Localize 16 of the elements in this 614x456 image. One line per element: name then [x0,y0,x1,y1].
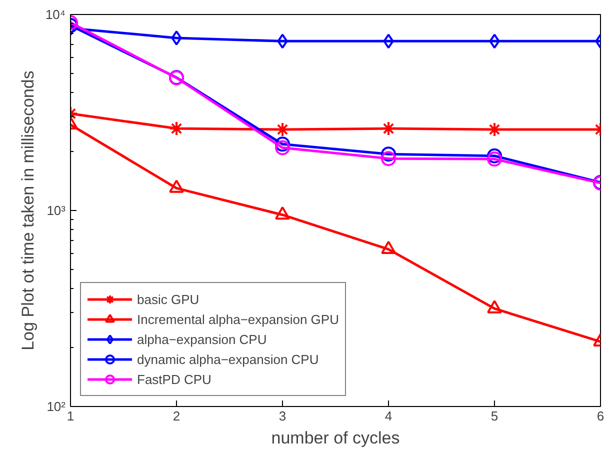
y-tick-label: 10² [46,399,66,414]
legend-label: alpha−expansion CPU [137,330,267,348]
x-tick-label: 3 [278,408,286,424]
x-tick-label: 1 [66,408,74,424]
legend-label: dynamic alpha−expansion CPU [137,350,319,368]
legend-label: FastPD CPU [137,370,212,388]
x-tick-label: 6 [596,408,604,424]
y-tick-label: 10⁴ [45,7,66,22]
legend-label: basic GPU [137,290,200,308]
x-axis-title: number of cycles [271,428,400,448]
x-tick-label: 4 [384,408,392,424]
y-tick-label: 10³ [46,203,66,218]
x-tick-label: 2 [172,408,180,424]
legend-label: Incremental alpha−expansion GPU [137,310,339,328]
x-tick-label: 5 [490,408,498,424]
y-axis-title: Log Plot ot time taken in milliseconds [18,70,38,350]
